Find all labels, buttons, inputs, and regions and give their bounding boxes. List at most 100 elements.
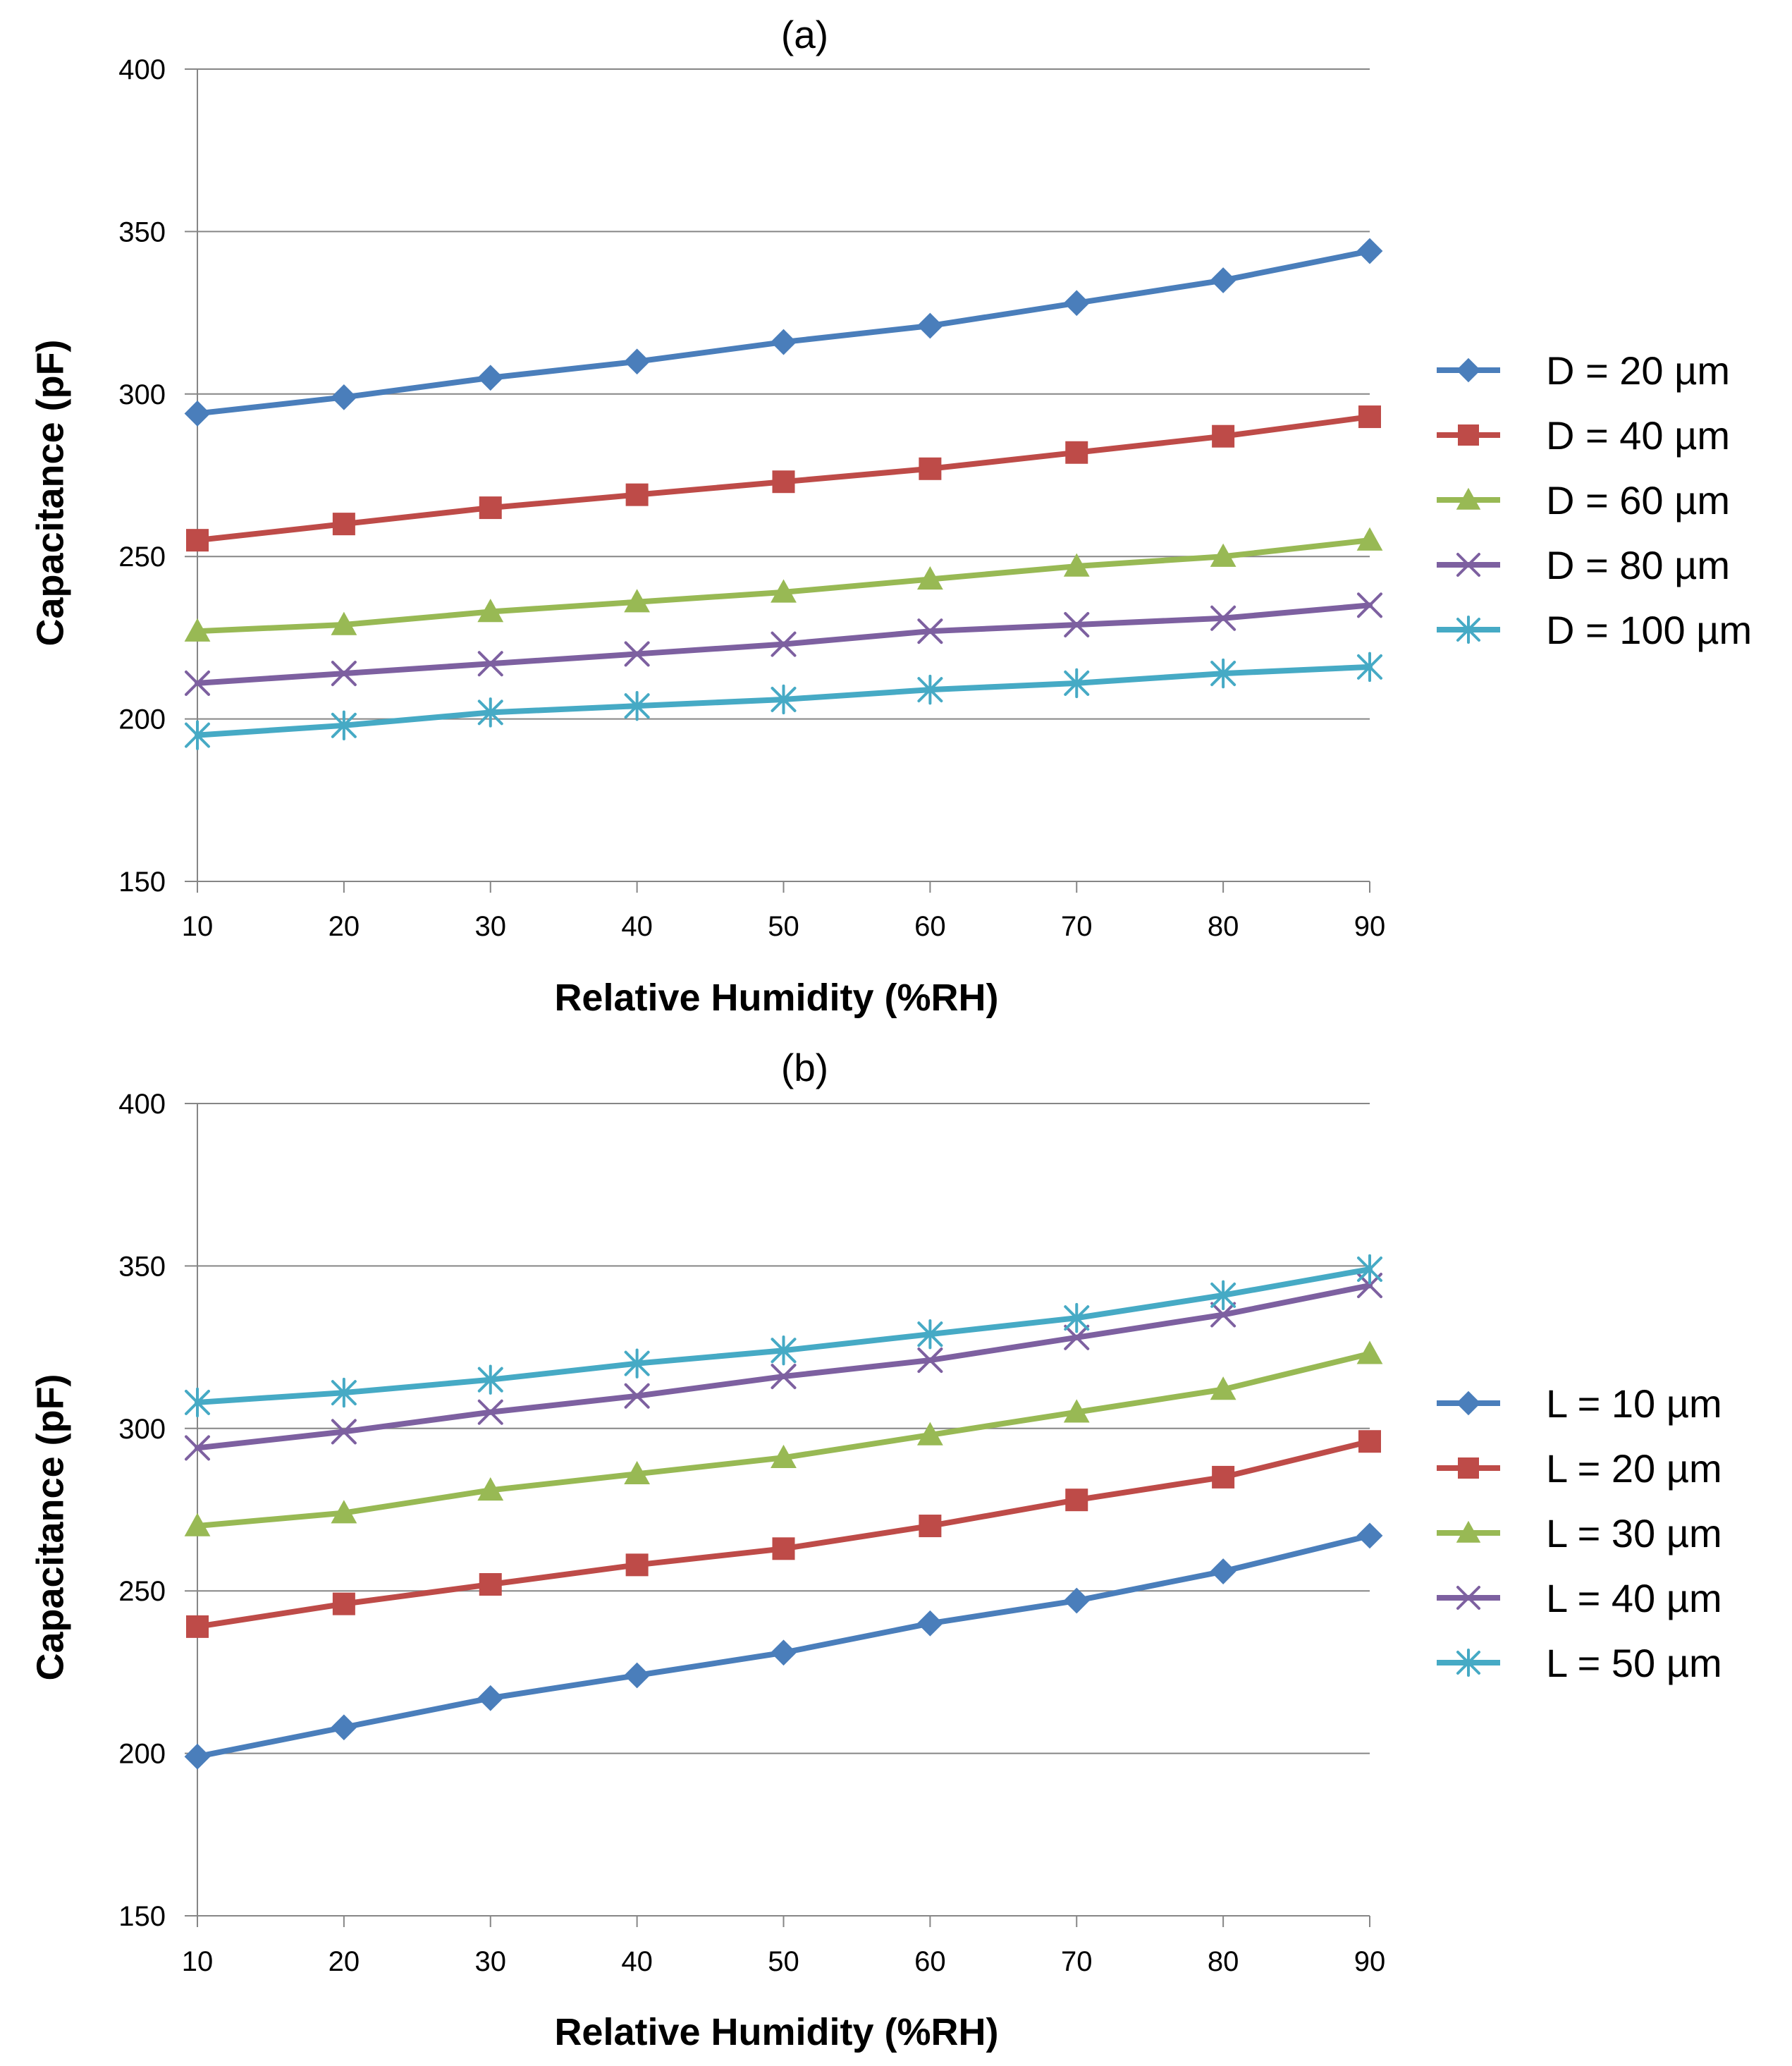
legend-marker bbox=[1458, 424, 1479, 446]
data-point bbox=[624, 348, 651, 375]
data-point bbox=[1358, 1430, 1381, 1453]
legend-label: D = 20 µm bbox=[1546, 348, 1730, 393]
data-point bbox=[1063, 1587, 1090, 1614]
x-tick-label: 40 bbox=[621, 911, 653, 942]
data-point bbox=[771, 579, 797, 603]
y-tick-label: 400 bbox=[118, 54, 166, 85]
data-point bbox=[1065, 1489, 1088, 1512]
data-point bbox=[331, 384, 357, 410]
data-point bbox=[477, 365, 504, 391]
legend-item: L = 50 µm bbox=[1437, 1641, 1722, 1685]
x-tick-label: 70 bbox=[1061, 911, 1093, 942]
data-point bbox=[477, 1364, 503, 1395]
data-point bbox=[1210, 605, 1236, 631]
data-point bbox=[1210, 658, 1236, 689]
x-tick-label: 60 bbox=[914, 1946, 946, 1977]
legend-marker bbox=[1458, 1457, 1479, 1479]
data-point bbox=[1212, 424, 1235, 448]
y-tick-label: 150 bbox=[118, 867, 166, 898]
data-point bbox=[331, 710, 357, 741]
data-point bbox=[1357, 1254, 1382, 1285]
data-point bbox=[1356, 238, 1383, 264]
y-tick-label: 300 bbox=[118, 379, 166, 410]
data-point bbox=[1064, 668, 1090, 699]
series-1 bbox=[184, 1522, 1383, 1770]
x-tick-label: 50 bbox=[768, 911, 799, 942]
legend-label: D = 60 µm bbox=[1546, 478, 1730, 522]
legend-label: D = 40 µm bbox=[1546, 413, 1730, 458]
x-tick-label: 20 bbox=[329, 1946, 360, 1977]
y-tick-label: 200 bbox=[118, 1739, 166, 1770]
data-point bbox=[771, 1639, 797, 1666]
data-point bbox=[331, 1714, 357, 1741]
data-point bbox=[1210, 1558, 1236, 1584]
legend-label: L = 20 µm bbox=[1546, 1446, 1722, 1491]
series-2 bbox=[186, 405, 1381, 552]
data-point bbox=[184, 1743, 211, 1770]
x-tick-label: 10 bbox=[182, 1946, 214, 1977]
legend-marker bbox=[1456, 1520, 1481, 1543]
data-point bbox=[479, 1572, 502, 1596]
data-point bbox=[917, 674, 943, 705]
y-axis-title: Capacitance (pF) bbox=[29, 1374, 71, 1680]
data-point bbox=[1210, 267, 1236, 293]
series-3 bbox=[184, 527, 1383, 642]
data-point bbox=[185, 1435, 210, 1461]
y-tick-label: 350 bbox=[118, 216, 166, 247]
legend-item: D = 60 µm bbox=[1437, 478, 1730, 522]
x-axis-title: Relative Humidity (%RH) bbox=[554, 977, 998, 1019]
data-point bbox=[771, 631, 797, 657]
legend-marker bbox=[1456, 357, 1481, 383]
legend-label: L = 50 µm bbox=[1546, 1641, 1722, 1685]
legend-marker bbox=[1456, 1586, 1480, 1610]
legend-item: L = 40 µm bbox=[1437, 1576, 1722, 1620]
data-point bbox=[1064, 1302, 1090, 1333]
data-point bbox=[771, 1335, 797, 1366]
data-point bbox=[185, 720, 210, 750]
data-point bbox=[479, 496, 502, 520]
panel-title: (b) bbox=[781, 1046, 828, 1089]
data-point bbox=[772, 1537, 795, 1560]
data-point bbox=[1210, 1280, 1236, 1311]
data-point bbox=[1210, 1302, 1236, 1328]
data-point bbox=[624, 589, 651, 613]
data-point bbox=[1064, 611, 1090, 637]
data-point bbox=[1064, 1324, 1090, 1350]
data-point bbox=[186, 529, 209, 552]
y-tick-label: 150 bbox=[118, 1901, 166, 1932]
data-point bbox=[1356, 527, 1383, 551]
legend-marker bbox=[1456, 1390, 1481, 1416]
series-1 bbox=[184, 238, 1383, 427]
data-point bbox=[1357, 592, 1382, 618]
data-point bbox=[1063, 553, 1090, 577]
legend-label: D = 100 µm bbox=[1546, 608, 1752, 652]
series-2 bbox=[186, 1430, 1381, 1638]
legend-label: D = 80 µm bbox=[1546, 543, 1730, 587]
legend-item: L = 30 µm bbox=[1437, 1511, 1722, 1555]
data-point bbox=[624, 1348, 650, 1379]
data-point bbox=[477, 651, 503, 677]
legend-marker bbox=[1456, 553, 1480, 577]
x-tick-label: 80 bbox=[1208, 1946, 1239, 1977]
data-point bbox=[331, 1377, 357, 1408]
x-tick-label: 90 bbox=[1354, 911, 1386, 942]
data-point bbox=[1356, 1340, 1383, 1364]
x-tick-label: 30 bbox=[475, 1946, 507, 1977]
data-point bbox=[624, 1460, 651, 1485]
y-axis-title: Capacitance (pF) bbox=[29, 339, 71, 646]
legend-item: L = 10 µm bbox=[1437, 1381, 1722, 1426]
data-point bbox=[917, 1319, 943, 1350]
data-point bbox=[1063, 1399, 1090, 1423]
data-point bbox=[332, 1592, 355, 1615]
x-tick-label: 80 bbox=[1208, 911, 1239, 942]
x-tick-label: 10 bbox=[182, 911, 214, 942]
data-point bbox=[331, 611, 357, 635]
data-point bbox=[184, 618, 211, 642]
data-point bbox=[916, 566, 943, 590]
data-point bbox=[917, 618, 943, 644]
legend-label: L = 30 µm bbox=[1546, 1511, 1722, 1555]
y-tick-label: 350 bbox=[118, 1251, 166, 1282]
x-tick-label: 20 bbox=[329, 911, 360, 942]
data-point bbox=[331, 1500, 357, 1524]
data-point bbox=[331, 1419, 357, 1445]
